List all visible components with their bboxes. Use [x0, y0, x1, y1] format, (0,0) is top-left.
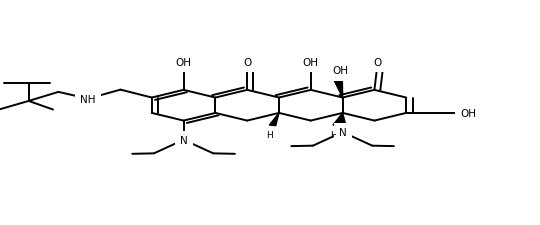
Text: OH: OH: [332, 66, 348, 76]
Text: OH: OH: [332, 66, 348, 76]
Text: H: H: [330, 131, 337, 140]
Text: OH: OH: [176, 57, 192, 67]
Polygon shape: [333, 113, 342, 126]
Text: O: O: [243, 57, 251, 67]
Text: NH: NH: [80, 94, 96, 104]
Text: NH: NH: [80, 94, 96, 104]
Text: OH: OH: [176, 57, 192, 67]
Polygon shape: [269, 113, 279, 126]
Text: OH: OH: [303, 57, 319, 67]
Text: H: H: [266, 131, 273, 140]
Polygon shape: [332, 76, 342, 98]
Text: N: N: [180, 135, 187, 145]
Text: O: O: [373, 57, 381, 67]
Text: O: O: [243, 57, 251, 67]
Text: OH: OH: [460, 108, 476, 118]
Text: OH: OH: [303, 57, 319, 67]
Text: OH: OH: [460, 108, 476, 118]
Polygon shape: [338, 113, 348, 133]
Text: N: N: [339, 129, 347, 139]
Text: N: N: [180, 136, 187, 146]
Text: O: O: [373, 57, 381, 67]
Text: N: N: [339, 128, 347, 137]
